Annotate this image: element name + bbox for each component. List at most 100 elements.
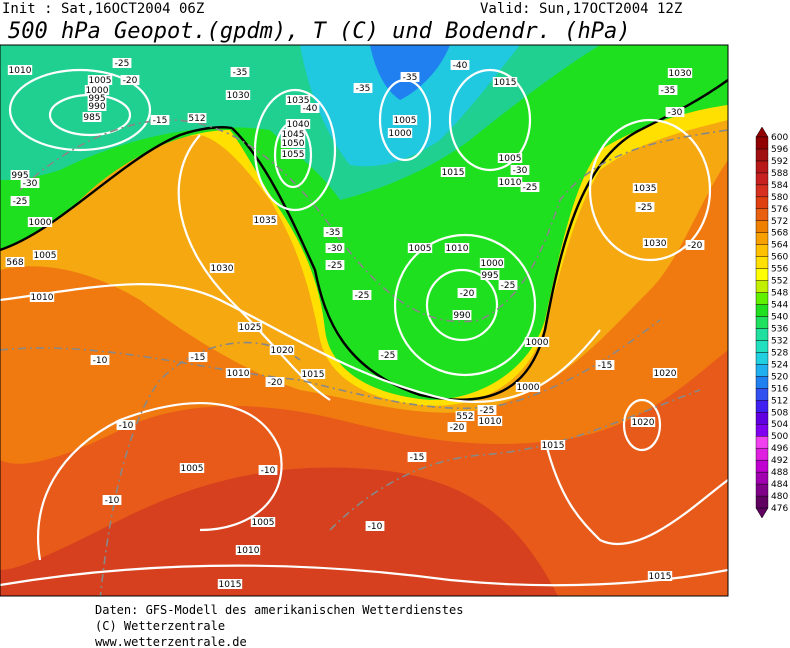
colorbar-label: 568 [771, 229, 788, 239]
label-bg [685, 240, 705, 250]
colorbar-label: 560 [771, 253, 788, 263]
colorbar-swatch [755, 160, 769, 174]
label-bg [667, 68, 693, 78]
colorbar-label: 528 [771, 348, 788, 358]
colorbar-label: 588 [771, 169, 788, 179]
colorbar-label: 520 [771, 372, 788, 382]
label-bg [217, 579, 243, 589]
contour-label: 1015 [542, 441, 565, 451]
label-bg [353, 83, 373, 93]
contour-label: -15 [598, 361, 613, 371]
field-cyan [300, 45, 520, 167]
colorbar-swatch [755, 447, 769, 461]
colorbar-swatch [755, 148, 769, 162]
label-bg [90, 355, 110, 365]
colorbar-swatch [755, 256, 769, 269]
label-bg [325, 260, 345, 270]
label-bg [280, 138, 306, 148]
footer-line: (C) Wetterzentrale [95, 619, 225, 633]
contour-label: -15 [410, 453, 425, 463]
contour-label: 1000 [481, 259, 504, 269]
isobar [393, 233, 537, 377]
contour-552 [0, 126, 233, 252]
contour-label: -30 [668, 108, 683, 118]
colorbar-swatch [755, 459, 769, 473]
label-bg [280, 149, 306, 159]
contour-label: -10 [105, 496, 120, 506]
colorbar-swatch [755, 220, 769, 233]
contour-label: -25 [523, 183, 538, 193]
isobar [37, 402, 283, 561]
contour-label: 1000 [517, 383, 540, 393]
contour-label: 990 [88, 102, 105, 112]
contour-label: 1000 [389, 129, 412, 139]
label-bg [116, 420, 136, 430]
colorbar-swatch [755, 364, 769, 377]
contour-label: -35 [403, 73, 418, 83]
contour-label: -10 [368, 522, 383, 532]
label-bg [652, 368, 678, 378]
contour-label: 1005 [409, 244, 432, 254]
label-bg [87, 93, 107, 103]
colorbar-swatch [755, 196, 769, 210]
contour-label: -25 [381, 351, 396, 361]
contour-label: 568 [6, 258, 23, 268]
label-bg [635, 202, 655, 212]
contour-label: 1005 [252, 518, 275, 528]
contour-label: -10 [93, 356, 108, 366]
contour-label: -30 [328, 244, 343, 254]
label-bg [407, 452, 427, 462]
label-bg [280, 129, 306, 139]
colorbar-label: 536 [771, 324, 788, 334]
contour-label: 1000 [526, 338, 549, 348]
isotherm [329, 389, 701, 531]
colorbar-swatch [755, 304, 769, 317]
colorbar-label: 484 [771, 480, 788, 490]
contour-label: -35 [233, 68, 248, 78]
label-bg [452, 310, 472, 320]
label-bg [498, 280, 518, 290]
label-bg [515, 382, 541, 392]
label-bg [120, 75, 140, 85]
contour-label: 1045 [282, 130, 305, 140]
contour-label: -25 [115, 59, 130, 69]
label-bg [400, 72, 420, 82]
label-bg [630, 417, 656, 427]
colorbar-label: 500 [771, 432, 788, 442]
colorbar-label: 564 [771, 241, 788, 251]
init-time: Init : Sat,16OCT2004 06Z [2, 1, 204, 17]
contour-label: 1055 [282, 150, 305, 160]
label-bg [29, 292, 55, 302]
contour-label: -20 [268, 378, 283, 388]
map-frame [0, 44, 729, 597]
contour-label: -25 [355, 291, 370, 301]
label-bg [440, 167, 466, 177]
label-bg [477, 405, 497, 415]
label-bg [235, 545, 261, 555]
contour-label: -10 [261, 466, 276, 476]
label-bg [250, 517, 276, 527]
label-bg [497, 177, 523, 187]
contour-label: 1000 [29, 218, 52, 228]
contour-label: 552 [456, 412, 473, 422]
label-bg [5, 257, 25, 267]
label-bg [300, 103, 320, 113]
contour-label: 1020 [271, 346, 294, 356]
label-bg [325, 243, 345, 253]
label-bg [479, 258, 505, 268]
contour-label: -20 [460, 289, 475, 299]
contour-label: 1025 [239, 323, 262, 333]
contour-label: 990 [453, 311, 470, 321]
isobar [253, 88, 337, 212]
contour-label: -30 [23, 179, 38, 189]
contour-label: 985 [83, 113, 100, 123]
contour-label: -25 [328, 261, 343, 271]
isobar [588, 118, 712, 262]
label-bg [82, 112, 102, 122]
isobar [425, 268, 499, 342]
colorbar-swatch [755, 136, 769, 150]
colorbar-swatch [755, 400, 769, 413]
contour-label: 995 [481, 271, 498, 281]
colorbar-label: 556 [771, 265, 788, 275]
